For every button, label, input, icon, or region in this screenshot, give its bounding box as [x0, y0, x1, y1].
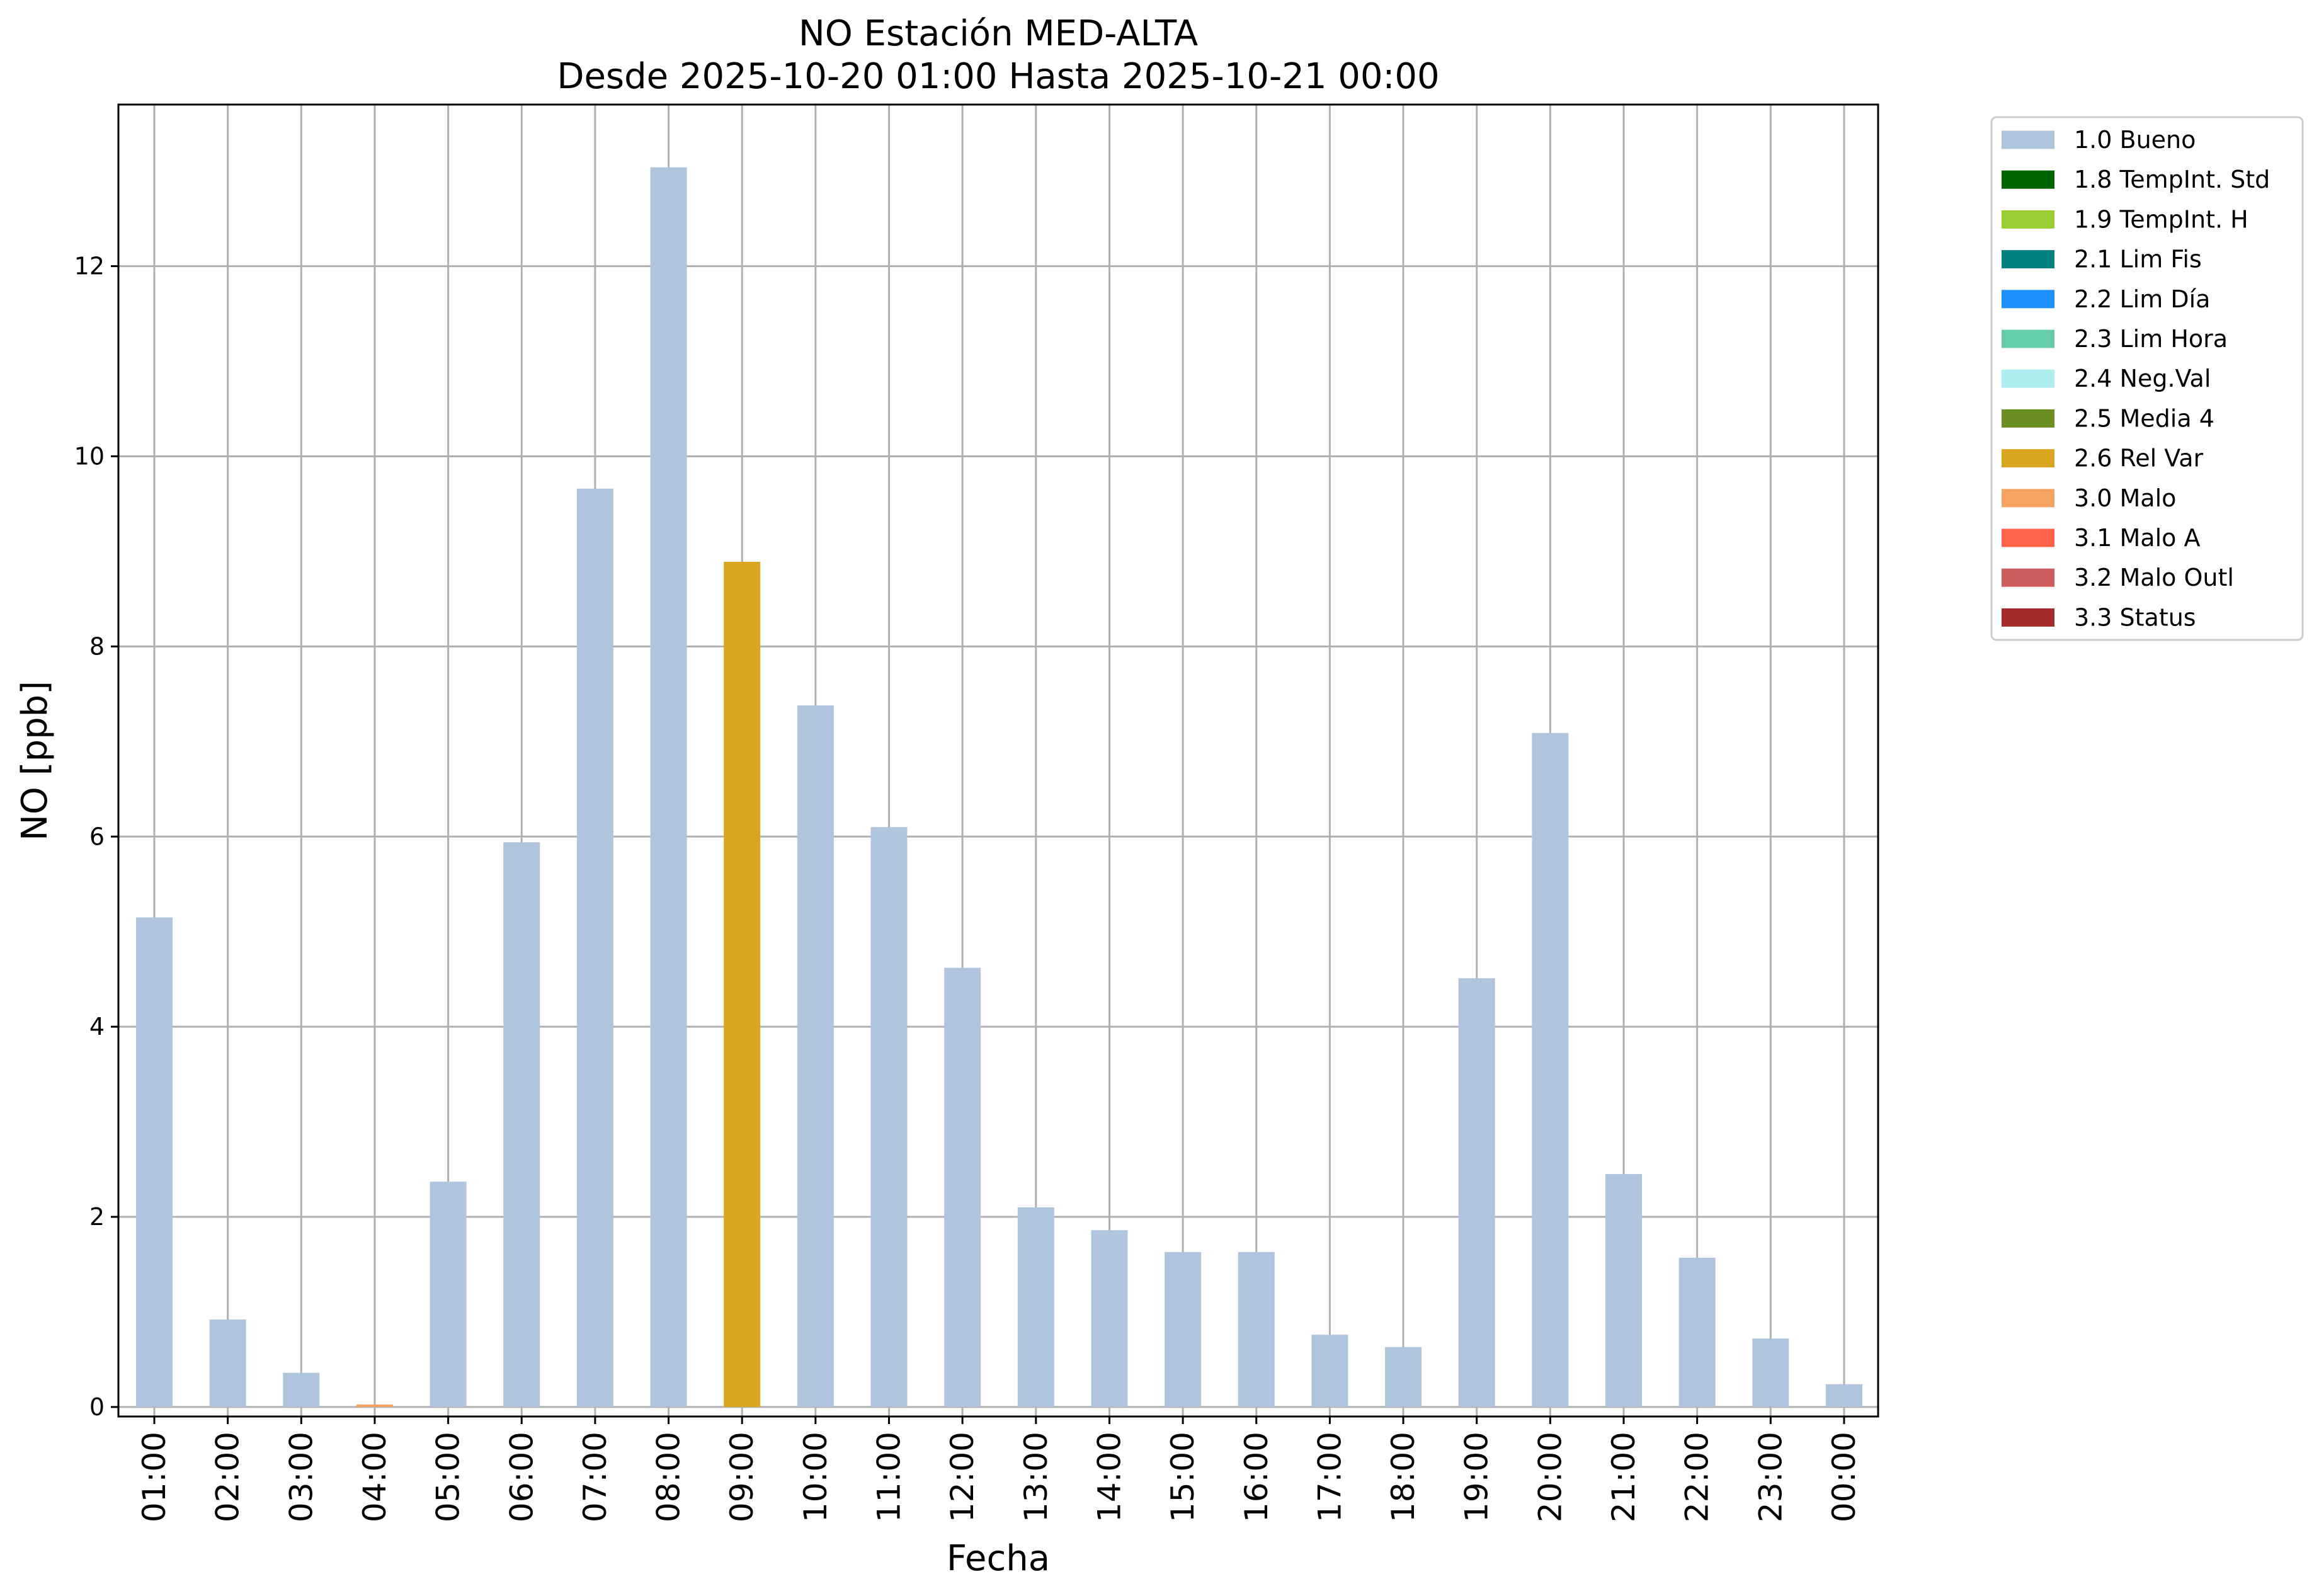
x-tick-label: 04:00 [356, 1432, 393, 1522]
bar [1091, 1230, 1128, 1407]
bars [136, 167, 1862, 1407]
x-tick-label: 05:00 [430, 1432, 467, 1522]
bar [430, 1182, 467, 1407]
x-tick-label: 11:00 [871, 1432, 908, 1522]
legend-swatch [2002, 369, 2054, 388]
bar [797, 705, 834, 1407]
x-tick-label: 02:00 [210, 1432, 246, 1522]
legend-label: 2.6 Rel Var [2074, 445, 2204, 472]
bar [136, 917, 173, 1407]
legend-swatch [2002, 608, 2054, 627]
legend-label: 1.0 Bueno [2074, 126, 2196, 154]
x-tick-label: 16:00 [1238, 1432, 1275, 1522]
y-tick-label: 6 [89, 823, 105, 850]
x-tick-label: 10:00 [797, 1432, 834, 1522]
legend-label: 2.5 Media 4 [2074, 404, 2214, 432]
legend-label: 3.0 Malo [2074, 484, 2176, 512]
y-tick-label: 12 [74, 253, 105, 280]
bar [283, 1372, 320, 1407]
plot-frame [117, 103, 1879, 1418]
x-tick-label: 20:00 [1532, 1432, 1568, 1522]
legend-label: 3.2 Malo Outl [2074, 564, 2234, 591]
bar [1605, 1174, 1642, 1407]
y-tick-label: 4 [89, 1013, 105, 1040]
chart-title: NO Estación MED-ALTA [799, 13, 1198, 54]
x-tick-label: 22:00 [1679, 1432, 1716, 1522]
legend-box [1990, 116, 2304, 641]
x-tick-label: 14:00 [1091, 1432, 1127, 1522]
y-tick-label: 2 [89, 1203, 105, 1231]
bar [356, 1404, 393, 1407]
legend-label: 2.1 Lim Fis [2074, 246, 2202, 273]
legend-swatch [2002, 409, 2054, 428]
x-tick-label: 09:00 [724, 1432, 760, 1522]
legend-swatch [2002, 210, 2054, 229]
chart-subtitle: Desde 2025-10-20 01:00 Hasta 2025-10-21 … [557, 56, 1439, 97]
x-tick-label: 07:00 [577, 1432, 613, 1522]
x-tick-label: 08:00 [651, 1432, 687, 1522]
legend-label: 3.1 Malo A [2074, 524, 2200, 552]
y-axis-ticks: 0 2 4 6 8 10 12 [74, 253, 118, 1421]
legend-swatch [2002, 568, 2054, 587]
legend-label: 2.3 Lim Hora [2074, 325, 2228, 353]
legend-swatch [2002, 250, 2054, 269]
legend-swatch [2002, 528, 2054, 547]
x-tick-label: 01:00 [136, 1432, 173, 1522]
bar [576, 488, 613, 1407]
legend-label: 1.8 TempInt. Std [2074, 166, 2270, 193]
x-tick-label: 18:00 [1385, 1432, 1422, 1522]
bar [650, 167, 687, 1407]
x-tick-label: 23:00 [1752, 1432, 1789, 1522]
x-axis-ticks: 01:00 02:00 03:00 04:00 05:00 06:00 07:00 08:00… [136, 1416, 1862, 1522]
x-tick-label: 03:00 [283, 1432, 319, 1522]
bar [209, 1320, 246, 1407]
y-axis-label: NO [ppb] [14, 681, 55, 841]
legend-label: 1.9 TempInt. H [2074, 205, 2248, 233]
x-axis-label: Fecha [947, 1538, 1050, 1579]
legend-label: 3.3 Status [2074, 603, 2196, 631]
bar [1532, 732, 1569, 1407]
x-tick-label: 00:00 [1826, 1432, 1862, 1522]
x-tick-label: 13:00 [1018, 1432, 1054, 1522]
bar [1017, 1207, 1054, 1407]
x-tick-label: 06:00 [503, 1432, 540, 1522]
legend-swatch [2002, 290, 2054, 309]
legend-swatch [2002, 489, 2054, 508]
legend-label: 2.4 Neg.Val [2074, 365, 2211, 392]
bar [1311, 1335, 1348, 1407]
bar [1752, 1338, 1789, 1407]
x-tick-label: 12:00 [944, 1432, 981, 1522]
bar [1825, 1384, 1862, 1407]
bar [724, 562, 761, 1407]
bar [1165, 1251, 1202, 1407]
bar [503, 842, 540, 1407]
bar [1678, 1257, 1716, 1407]
legend-swatch [2002, 170, 2054, 189]
bar [944, 967, 981, 1407]
x-tick-label: 19:00 [1459, 1432, 1495, 1522]
legend-swatch [2002, 329, 2054, 348]
bar [1238, 1251, 1275, 1407]
bar [870, 827, 908, 1407]
y-tick-label: 0 [89, 1393, 105, 1421]
bar [1458, 978, 1495, 1407]
legend-swatch [2002, 449, 2054, 468]
legend-swatch [2002, 130, 2054, 149]
legend: 1.0 Bueno 1.8 TempInt. Std 1.9 TempInt. H 2… [1990, 116, 2304, 641]
bar [1385, 1347, 1422, 1407]
y-tick-label: 10 [74, 442, 105, 470]
legend-label: 2.2 Lim Día [2074, 285, 2210, 313]
x-tick-label: 15:00 [1165, 1432, 1201, 1522]
x-tick-label: 17:00 [1311, 1432, 1348, 1522]
y-tick-label: 8 [89, 632, 105, 660]
x-tick-label: 21:00 [1605, 1432, 1642, 1522]
